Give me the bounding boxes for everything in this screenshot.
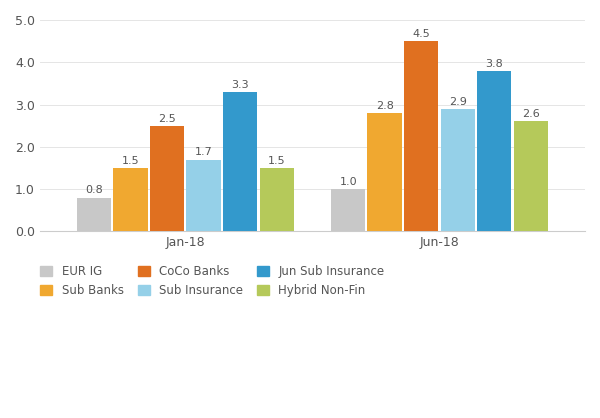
Bar — [477, 71, 511, 232]
Text: 3.3: 3.3 — [232, 80, 249, 90]
Bar — [187, 160, 221, 232]
Text: 4.5: 4.5 — [412, 29, 430, 39]
Text: 1.5: 1.5 — [268, 156, 286, 166]
Text: 3.8: 3.8 — [485, 59, 503, 69]
Text: 2.5: 2.5 — [158, 114, 176, 124]
Bar — [260, 168, 294, 232]
Bar — [440, 109, 475, 232]
Bar — [367, 113, 402, 232]
Bar — [404, 41, 439, 232]
Text: 2.6: 2.6 — [522, 110, 539, 120]
Text: 2.8: 2.8 — [376, 101, 394, 111]
Bar — [77, 198, 112, 232]
Text: 2.9: 2.9 — [449, 97, 467, 107]
Legend: EUR IG, Sub Banks, CoCo Banks, Sub Insurance, Jun Sub Insurance, Hybrid Non-Fin: EUR IG, Sub Banks, CoCo Banks, Sub Insur… — [40, 265, 385, 297]
Bar — [514, 122, 548, 232]
Bar — [113, 168, 148, 232]
Text: 1.0: 1.0 — [340, 177, 357, 187]
Bar — [331, 189, 365, 232]
Text: 1.5: 1.5 — [122, 156, 139, 166]
Bar — [150, 126, 184, 232]
Text: 0.8: 0.8 — [85, 186, 103, 196]
Text: 1.7: 1.7 — [195, 148, 212, 158]
Bar — [223, 92, 257, 232]
